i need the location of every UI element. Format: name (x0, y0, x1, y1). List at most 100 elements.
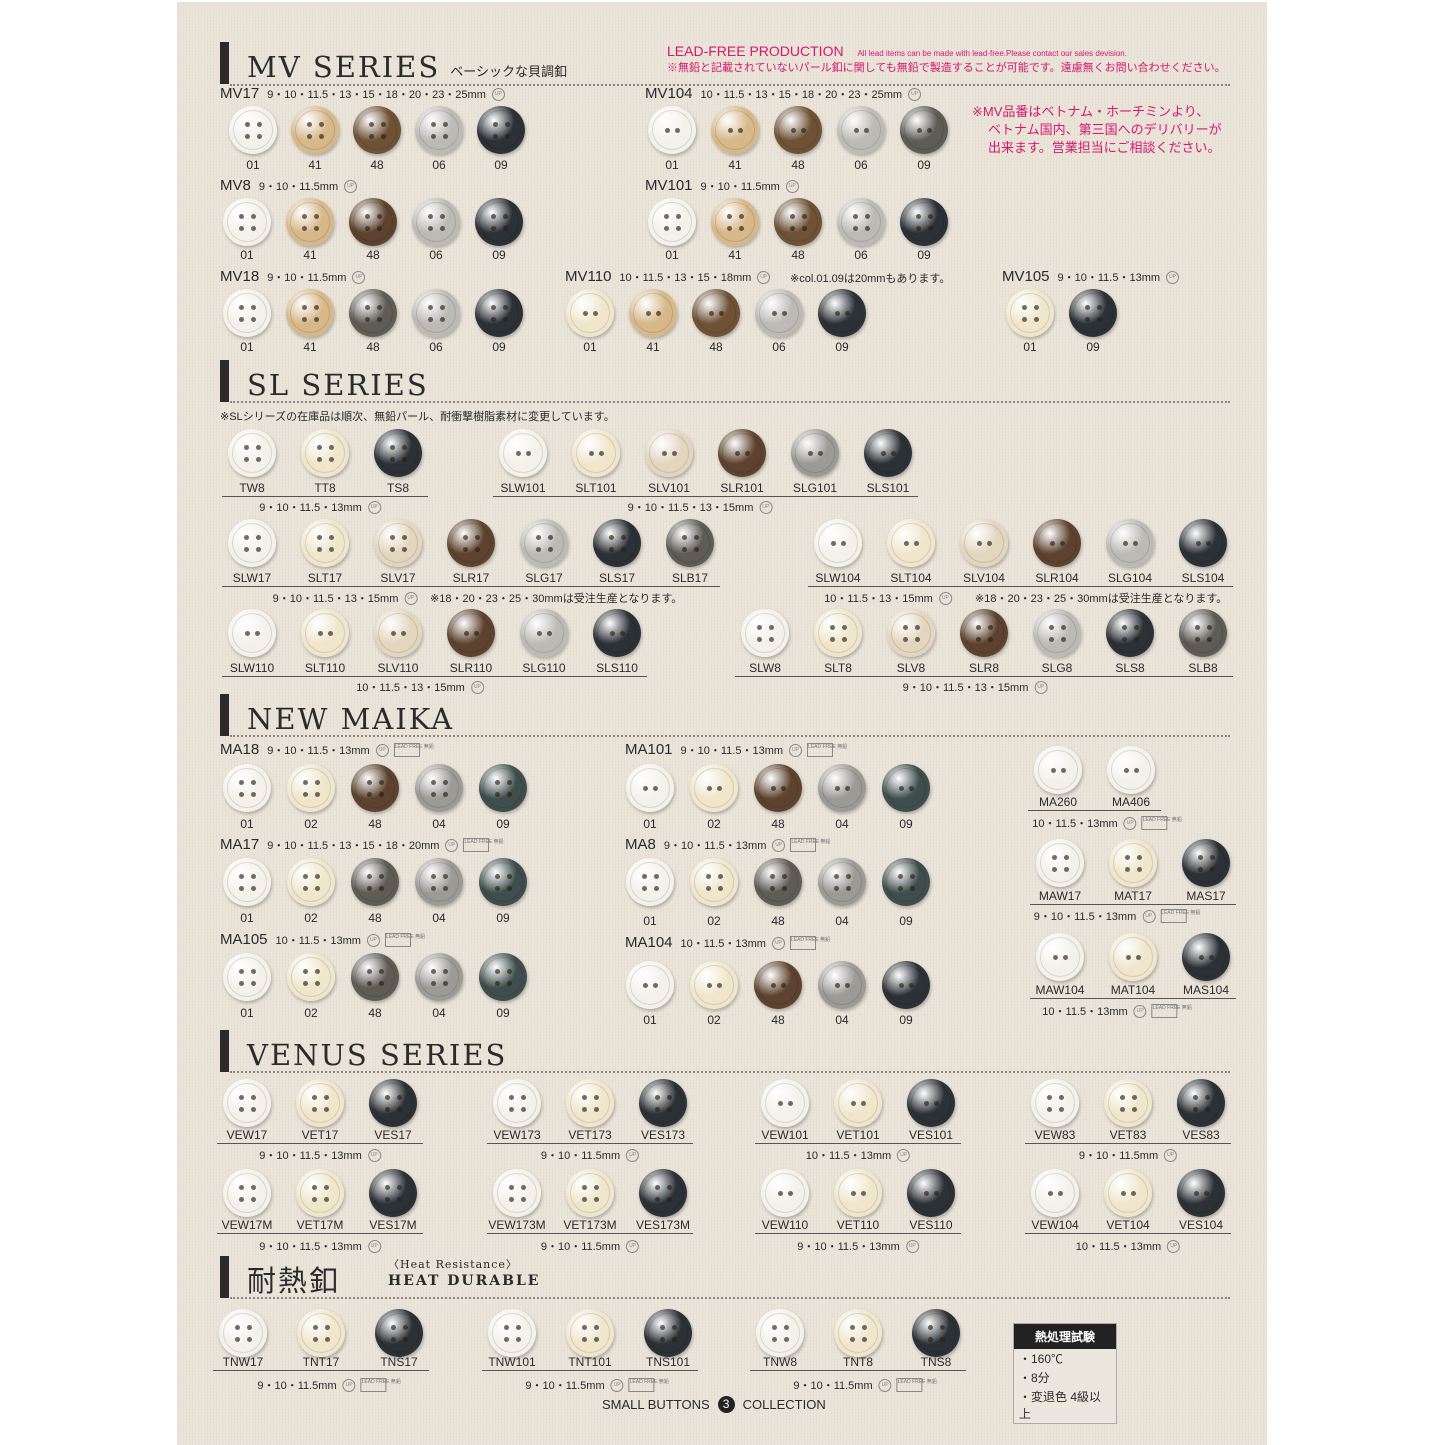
button-swatch[interactable] (566, 289, 614, 337)
button-swatch[interactable] (572, 429, 620, 477)
button-swatch[interactable] (287, 858, 335, 906)
button-swatch[interactable] (1106, 609, 1154, 657)
button-swatch[interactable] (286, 198, 334, 246)
button-swatch[interactable] (223, 198, 271, 246)
button-swatch[interactable] (1104, 1169, 1152, 1217)
button-swatch[interactable] (837, 198, 885, 246)
button-swatch[interactable] (887, 519, 935, 567)
button-swatch[interactable] (907, 1079, 955, 1127)
button-swatch[interactable] (1069, 289, 1117, 337)
button-swatch[interactable] (690, 858, 738, 906)
button-swatch[interactable] (639, 1079, 687, 1127)
button-swatch[interactable] (223, 953, 271, 1001)
button-swatch[interactable] (711, 106, 759, 154)
button-swatch[interactable] (639, 1169, 687, 1217)
button-swatch[interactable] (1107, 746, 1155, 794)
button-swatch[interactable] (475, 198, 523, 246)
button-swatch[interactable] (499, 429, 547, 477)
button-swatch[interactable] (882, 858, 930, 906)
button-swatch[interactable] (228, 609, 276, 657)
button-swatch[interactable] (1179, 609, 1227, 657)
button-swatch[interactable] (488, 1309, 536, 1357)
button-swatch[interactable] (754, 858, 802, 906)
button-swatch[interactable] (479, 953, 527, 1001)
button-swatch[interactable] (374, 429, 422, 477)
button-swatch[interactable] (1182, 933, 1230, 981)
button-swatch[interactable] (1104, 1079, 1152, 1127)
button-swatch[interactable] (1109, 933, 1157, 981)
button-swatch[interactable] (228, 519, 276, 567)
button-swatch[interactable] (1036, 839, 1084, 887)
button-swatch[interactable] (349, 289, 397, 337)
button-swatch[interactable] (818, 764, 866, 812)
button-swatch[interactable] (520, 609, 568, 657)
button-swatch[interactable] (1034, 746, 1082, 794)
button-swatch[interactable] (229, 106, 277, 154)
button-swatch[interactable] (1031, 1169, 1079, 1217)
button-swatch[interactable] (296, 1169, 344, 1217)
button-swatch[interactable] (882, 764, 930, 812)
button-swatch[interactable] (351, 858, 399, 906)
button-swatch[interactable] (349, 198, 397, 246)
button-swatch[interactable] (626, 764, 674, 812)
button-swatch[interactable] (754, 961, 802, 1009)
button-swatch[interactable] (520, 519, 568, 567)
button-swatch[interactable] (297, 1309, 345, 1357)
button-swatch[interactable] (644, 1309, 692, 1357)
button-swatch[interactable] (415, 953, 463, 1001)
button-swatch[interactable] (818, 961, 866, 1009)
button-swatch[interactable] (493, 1169, 541, 1217)
button-swatch[interactable] (301, 519, 349, 567)
button-swatch[interactable] (296, 1079, 344, 1127)
button-swatch[interactable] (626, 858, 674, 906)
button-swatch[interactable] (219, 1309, 267, 1357)
button-swatch[interactable] (960, 609, 1008, 657)
button-swatch[interactable] (223, 289, 271, 337)
button-swatch[interactable] (351, 764, 399, 812)
button-swatch[interactable] (648, 198, 696, 246)
button-swatch[interactable] (566, 1309, 614, 1357)
button-swatch[interactable] (754, 764, 802, 812)
button-swatch[interactable] (837, 106, 885, 154)
button-swatch[interactable] (626, 961, 674, 1009)
button-swatch[interactable] (412, 198, 460, 246)
button-swatch[interactable] (1177, 1079, 1225, 1127)
button-swatch[interactable] (493, 1079, 541, 1127)
button-swatch[interactable] (818, 858, 866, 906)
button-swatch[interactable] (369, 1079, 417, 1127)
button-swatch[interactable] (223, 1169, 271, 1217)
button-swatch[interactable] (774, 106, 822, 154)
button-swatch[interactable] (477, 106, 525, 154)
button-swatch[interactable] (882, 961, 930, 1009)
button-swatch[interactable] (1033, 519, 1081, 567)
button-swatch[interactable] (1109, 839, 1157, 887)
button-swatch[interactable] (1031, 1079, 1079, 1127)
button-swatch[interactable] (374, 609, 422, 657)
button-swatch[interactable] (711, 198, 759, 246)
button-swatch[interactable] (834, 1079, 882, 1127)
button-swatch[interactable] (412, 289, 460, 337)
button-swatch[interactable] (741, 609, 789, 657)
button-swatch[interactable] (415, 764, 463, 812)
button-swatch[interactable] (479, 764, 527, 812)
button-swatch[interactable] (834, 1309, 882, 1357)
button-swatch[interactable] (912, 1309, 960, 1357)
button-swatch[interactable] (960, 519, 1008, 567)
button-swatch[interactable] (566, 1169, 614, 1217)
button-swatch[interactable] (223, 1079, 271, 1127)
button-swatch[interactable] (907, 1169, 955, 1217)
button-swatch[interactable] (761, 1079, 809, 1127)
button-swatch[interactable] (756, 1309, 804, 1357)
button-swatch[interactable] (1177, 1169, 1225, 1217)
button-swatch[interactable] (287, 953, 335, 1001)
button-swatch[interactable] (900, 198, 948, 246)
button-swatch[interactable] (814, 609, 862, 657)
button-swatch[interactable] (353, 106, 401, 154)
button-swatch[interactable] (718, 429, 766, 477)
button-swatch[interactable] (648, 106, 696, 154)
button-swatch[interactable] (887, 609, 935, 657)
button-swatch[interactable] (1033, 609, 1081, 657)
button-swatch[interactable] (791, 429, 839, 477)
button-swatch[interactable] (375, 1309, 423, 1357)
button-swatch[interactable] (223, 764, 271, 812)
